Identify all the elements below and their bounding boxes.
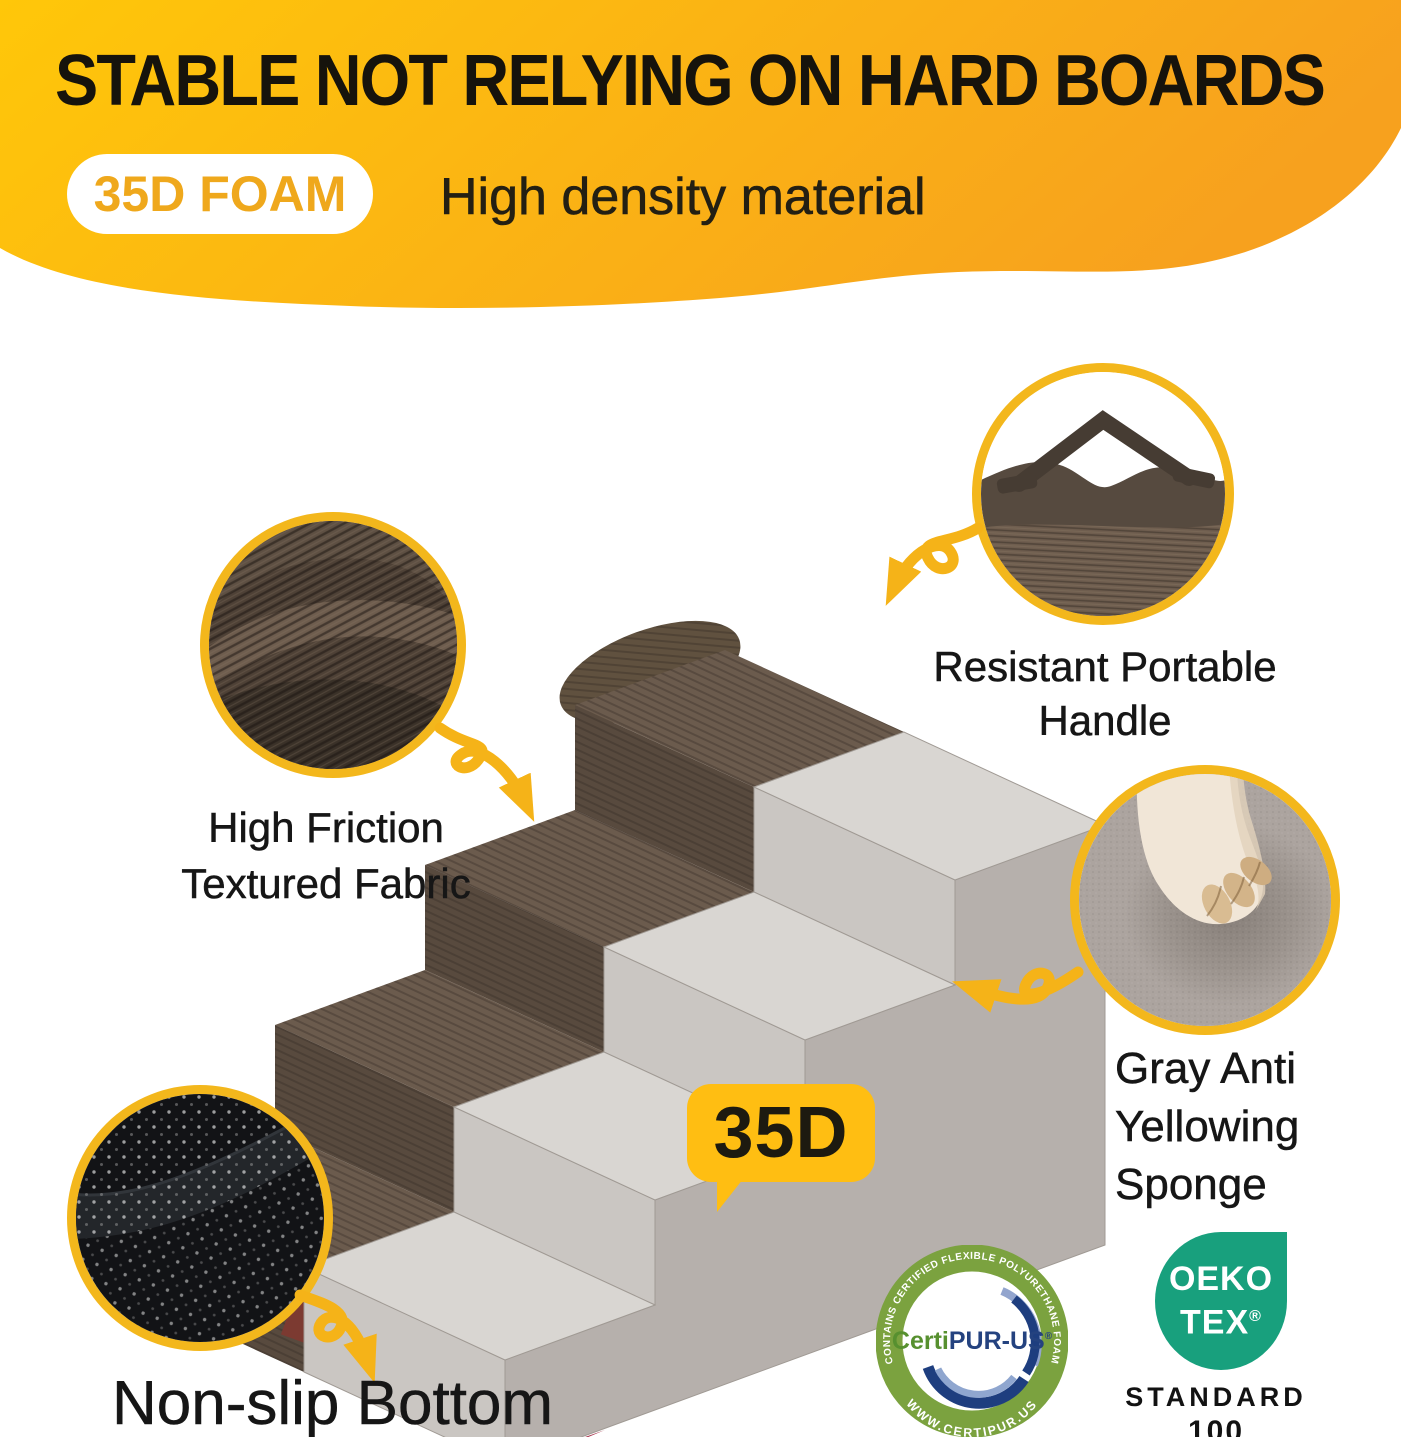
oekotex-logo: OEKO TEX®: [1155, 1232, 1287, 1370]
foam-density-badge: 35D FOAM: [67, 154, 373, 234]
nonslip-base-edge: [585, 1430, 605, 1437]
header-background: [0, 0, 1401, 309]
certipur-swoosh-icon: [922, 1287, 1042, 1409]
foam-density-bubble: 35D: [687, 1084, 875, 1212]
oekotex-standard-label: STANDARD 100: [1125, 1382, 1307, 1437]
certipur-us-logo: CONTAINS CERTIFIED FLEXIBLE POLYURETHANE…: [876, 1245, 1068, 1437]
certipur-name: CertiPUR-US®: [892, 1327, 1053, 1355]
corduroy-texture-circle: [200, 512, 466, 778]
curved-arrow-handle-icon: [885, 522, 984, 606]
handle-photo: [981, 372, 1225, 616]
dog-paw-icon: [1136, 774, 1272, 925]
paw-on-foam-photo: [1079, 774, 1331, 1026]
nonslip-fabric-photo: [76, 1094, 324, 1342]
header-subtitle: High density material: [440, 168, 926, 227]
fabric-label: High Friction Textured Fabric: [181, 804, 471, 908]
bubble-tail: [717, 1174, 747, 1212]
foam-density-badge-label: 35D FOAM: [93, 166, 347, 222]
handle-photo-circle: [972, 363, 1234, 625]
oekotex-tex-line: TEX®: [1180, 1303, 1262, 1342]
handle-label: Resistant Portable Handle: [933, 643, 1277, 745]
carry-handle-icon: [996, 410, 1216, 494]
nonslip-label: Non-slip Bottom: [112, 1369, 554, 1437]
sponge-label: Gray Anti Yellowing Sponge: [1115, 1044, 1300, 1210]
page-title: STABLE NOT RELYING ON HARD BOARDS: [55, 41, 1326, 121]
corduroy-texture-photo: [209, 521, 457, 769]
paw-on-foam-circle: [1070, 765, 1340, 1035]
nonslip-fabric-circle: [67, 1085, 333, 1351]
